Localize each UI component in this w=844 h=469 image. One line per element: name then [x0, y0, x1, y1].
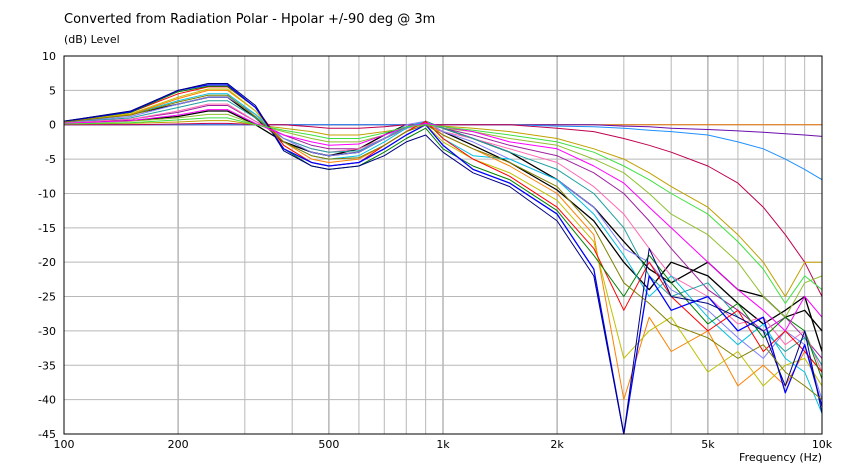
y-tick-label: -20: [38, 256, 56, 269]
x-tick-label: 100: [54, 438, 75, 451]
plot-frame: [63, 55, 823, 435]
y-tick-label: -40: [38, 394, 56, 407]
series-line-19: [63, 83, 823, 435]
y-tick-label: -15: [38, 222, 56, 235]
series-line-15: [63, 88, 823, 387]
x-tick-label: 1k: [436, 438, 450, 451]
y-axis-label: (dB) Level: [64, 33, 120, 46]
series-line-12: [63, 96, 823, 400]
y-tick-label: 0: [49, 119, 56, 132]
y-tick-label: 10: [42, 50, 56, 63]
series-line-11: [63, 100, 823, 366]
series-line-22: [63, 117, 823, 304]
x-tick-label: 10k: [812, 438, 833, 451]
x-axis-label: Frequency (Hz): [739, 451, 822, 464]
series-layer: [63, 83, 823, 435]
y-tick-label: -30: [38, 325, 56, 338]
y-tick-label: -5: [45, 153, 56, 166]
series-line-20: [63, 94, 823, 400]
y-tick-label: -10: [38, 187, 56, 200]
x-tick-label: 200: [168, 438, 189, 451]
x-tick-label: 2k: [550, 438, 564, 451]
series-line-6: [64, 122, 823, 297]
y-tick-label: 5: [49, 84, 56, 97]
y-tick-label: -45: [38, 428, 56, 441]
chart-title: Converted from Radiation Polar - Hpolar …: [64, 12, 436, 27]
y-tick-label: -35: [38, 359, 56, 372]
series-line-18: [63, 84, 823, 435]
series-line-17: [63, 85, 823, 380]
series-line-7: [63, 120, 822, 297]
chart-grid: [64, 56, 822, 434]
y-tick-label: -25: [38, 291, 56, 304]
x-tick-label: 500: [318, 438, 339, 451]
x-tick-label: 5k: [701, 438, 715, 451]
